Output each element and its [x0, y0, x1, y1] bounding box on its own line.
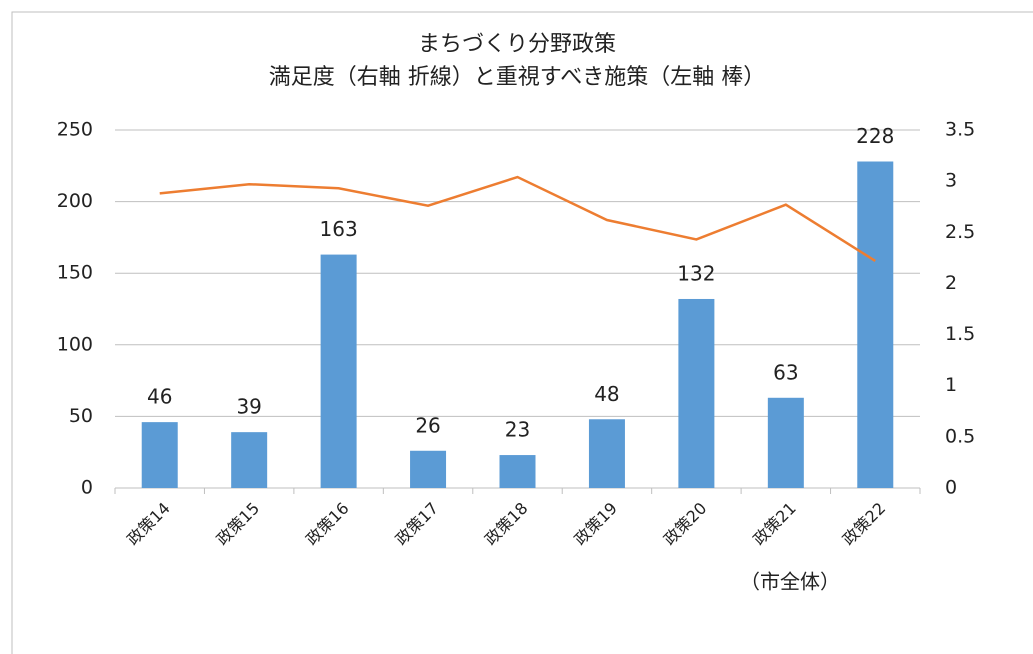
y2-tick-label: 3: [945, 170, 957, 192]
y2-tick-label: 1: [945, 374, 957, 396]
bar: [857, 161, 894, 488]
y2-tick-label: 3.5: [945, 119, 975, 141]
data-label: 26: [415, 413, 440, 437]
y-tick-label: 200: [57, 190, 93, 212]
chart-title: まちづくり分野政策: [418, 32, 616, 57]
y-tick-label: 50: [69, 405, 93, 427]
y2-tick-label: 1.5: [945, 323, 975, 345]
bar: [678, 298, 715, 488]
data-label: 23: [505, 418, 530, 442]
bar: [141, 422, 178, 488]
bar: [499, 455, 536, 488]
y2-tick-label: 0.5: [945, 425, 975, 447]
y-tick-label: 250: [57, 119, 93, 141]
bar: [320, 254, 357, 488]
data-label: 46: [147, 385, 172, 409]
y-tick-label: 100: [57, 333, 93, 355]
line: [159, 175, 876, 262]
chart-subtitle: 満足度（右軸 折線）と重視すべき施策（左軸 棒）: [269, 65, 765, 90]
bar: [231, 432, 268, 488]
data-label: 163: [320, 217, 358, 241]
annotation: （市全体）: [740, 570, 840, 594]
bar: [410, 450, 447, 488]
bar: [588, 419, 625, 488]
data-label: 228: [856, 124, 894, 148]
y-tick-label: 0: [81, 477, 93, 499]
data-label: 39: [236, 395, 261, 419]
data-label: 63: [773, 360, 798, 384]
data-label: 48: [594, 382, 619, 406]
y2-tick-label: 2.5: [945, 221, 975, 243]
y2-tick-label: 0: [945, 477, 957, 499]
y-tick-label: 150: [57, 262, 93, 284]
y2-tick-label: 2: [945, 272, 957, 294]
bar: [767, 397, 804, 488]
data-label: 132: [677, 261, 715, 285]
